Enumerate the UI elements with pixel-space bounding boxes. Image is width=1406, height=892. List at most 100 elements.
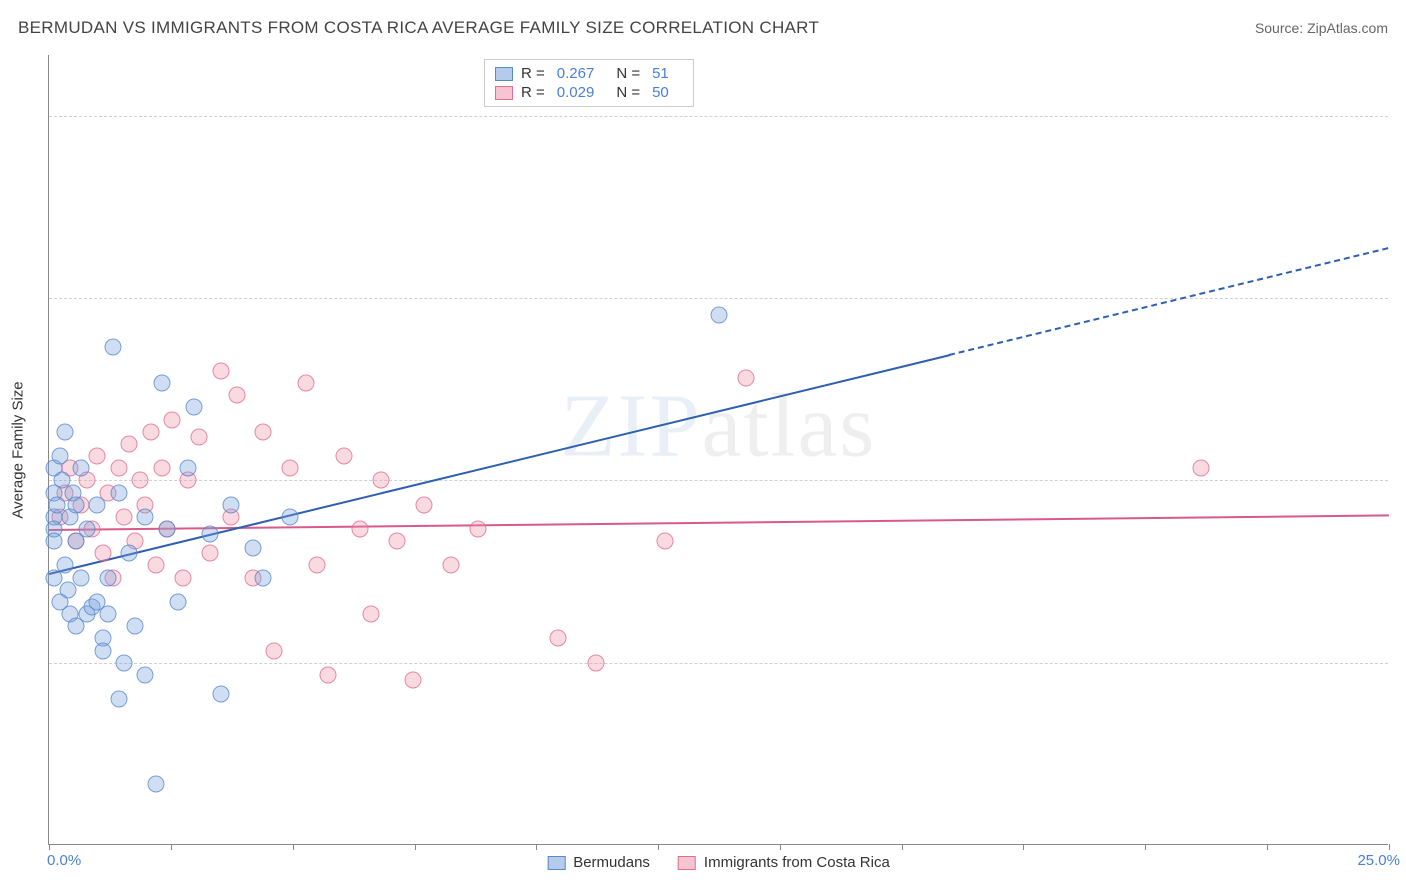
scatter-point-blue xyxy=(110,691,127,708)
chart-header: BERMUDAN VS IMMIGRANTS FROM COSTA RICA A… xyxy=(18,18,1388,38)
legend-n-label: N = xyxy=(616,84,640,101)
legend-n-label: N = xyxy=(616,65,640,82)
scatter-point-pink xyxy=(1193,460,1210,477)
chart-container: Average Family Size ZIPatlas R = 0.267 N… xyxy=(48,55,1388,845)
scatter-point-blue xyxy=(180,460,197,477)
scatter-point-blue xyxy=(201,525,218,542)
scatter-point-pink xyxy=(550,630,567,647)
plot-area: ZIPatlas R = 0.267 N = 51 R = 0.029 N = … xyxy=(48,55,1388,845)
x-tick-mark xyxy=(1267,844,1268,850)
scatter-point-pink xyxy=(657,533,674,550)
scatter-point-blue xyxy=(148,776,165,793)
x-tick-mark xyxy=(49,844,50,850)
scatter-point-blue xyxy=(153,375,170,392)
scatter-point-pink xyxy=(298,375,315,392)
legend-swatch-blue xyxy=(495,67,513,81)
x-tick-label-min: 0.0% xyxy=(47,852,81,869)
scatter-point-blue xyxy=(105,338,122,355)
scatter-point-pink xyxy=(737,370,754,387)
legend-label-pink: Immigrants from Costa Rica xyxy=(704,854,890,871)
scatter-point-pink xyxy=(110,460,127,477)
y-tick-label: 2.75 xyxy=(1395,654,1406,671)
scatter-point-blue xyxy=(94,642,111,659)
scatter-point-pink xyxy=(335,448,352,465)
legend-item-blue: Bermudans xyxy=(547,854,650,871)
scatter-point-pink xyxy=(164,411,181,428)
scatter-point-pink xyxy=(201,545,218,562)
scatter-point-blue xyxy=(137,666,154,683)
legend-r-value: 0.029 xyxy=(557,84,595,101)
scatter-point-blue xyxy=(126,618,143,635)
scatter-point-pink xyxy=(443,557,460,574)
legend-r-label: R = xyxy=(521,84,545,101)
chart-source: Source: ZipAtlas.com xyxy=(1255,20,1388,36)
scatter-point-blue xyxy=(78,521,95,538)
scatter-point-blue xyxy=(212,686,229,703)
x-tick-mark xyxy=(658,844,659,850)
scatter-point-pink xyxy=(587,654,604,671)
scatter-point-blue xyxy=(110,484,127,501)
x-tick-mark xyxy=(780,844,781,850)
scatter-point-pink xyxy=(351,521,368,538)
legend-stats-row-pink: R = 0.029 N = 50 xyxy=(495,83,683,102)
legend-r-label: R = xyxy=(521,65,545,82)
scatter-point-pink xyxy=(228,387,245,404)
scatter-point-pink xyxy=(309,557,326,574)
scatter-point-blue xyxy=(255,569,272,586)
scatter-point-blue xyxy=(158,521,175,538)
scatter-point-pink xyxy=(94,545,111,562)
legend-stats-row-blue: R = 0.267 N = 51 xyxy=(495,64,683,83)
legend-swatch-blue xyxy=(547,856,565,870)
gridline xyxy=(49,298,1388,299)
scatter-point-pink xyxy=(212,363,229,380)
scatter-point-blue xyxy=(73,569,90,586)
scatter-point-pink xyxy=(153,460,170,477)
scatter-point-blue xyxy=(121,545,138,562)
legend-swatch-pink xyxy=(678,856,696,870)
watermark-pre: ZIP xyxy=(561,376,702,475)
scatter-point-pink xyxy=(89,448,106,465)
watermark: ZIPatlas xyxy=(561,374,877,477)
x-tick-mark xyxy=(902,844,903,850)
scatter-point-pink xyxy=(319,666,336,683)
scatter-point-blue xyxy=(89,496,106,513)
legend-stats: R = 0.267 N = 51 R = 0.029 N = 50 xyxy=(484,59,694,107)
chart-title: BERMUDAN VS IMMIGRANTS FROM COSTA RICA A… xyxy=(18,18,819,38)
y-tick-label: 5.00 xyxy=(1395,107,1406,124)
scatter-point-blue xyxy=(282,508,299,525)
scatter-point-blue xyxy=(73,460,90,477)
scatter-point-blue xyxy=(99,569,116,586)
y-axis-label: Average Family Size xyxy=(10,381,27,518)
legend-swatch-pink xyxy=(495,86,513,100)
x-tick-mark xyxy=(1145,844,1146,850)
legend-n-value: 51 xyxy=(652,65,669,82)
trend-line xyxy=(49,514,1389,531)
scatter-point-blue xyxy=(46,533,63,550)
x-tick-mark xyxy=(171,844,172,850)
scatter-point-pink xyxy=(191,428,208,445)
x-tick-mark xyxy=(1389,844,1390,850)
gridline xyxy=(49,116,1388,117)
scatter-point-pink xyxy=(116,508,133,525)
scatter-point-pink xyxy=(132,472,149,489)
scatter-point-blue xyxy=(67,496,84,513)
scatter-point-pink xyxy=(142,423,159,440)
scatter-point-blue xyxy=(51,448,68,465)
scatter-point-blue xyxy=(244,540,261,557)
scatter-point-blue xyxy=(116,654,133,671)
scatter-point-pink xyxy=(362,606,379,623)
scatter-point-pink xyxy=(389,533,406,550)
legend-n-value: 50 xyxy=(652,84,669,101)
scatter-point-pink xyxy=(469,521,486,538)
scatter-point-blue xyxy=(223,496,240,513)
scatter-point-pink xyxy=(121,435,138,452)
scatter-point-pink xyxy=(282,460,299,477)
scatter-point-pink xyxy=(148,557,165,574)
x-tick-mark xyxy=(1023,844,1024,850)
scatter-point-blue xyxy=(57,423,74,440)
gridline xyxy=(49,663,1388,664)
scatter-point-pink xyxy=(416,496,433,513)
x-tick-mark xyxy=(536,844,537,850)
watermark-post: atlas xyxy=(702,376,877,475)
scatter-point-pink xyxy=(266,642,283,659)
